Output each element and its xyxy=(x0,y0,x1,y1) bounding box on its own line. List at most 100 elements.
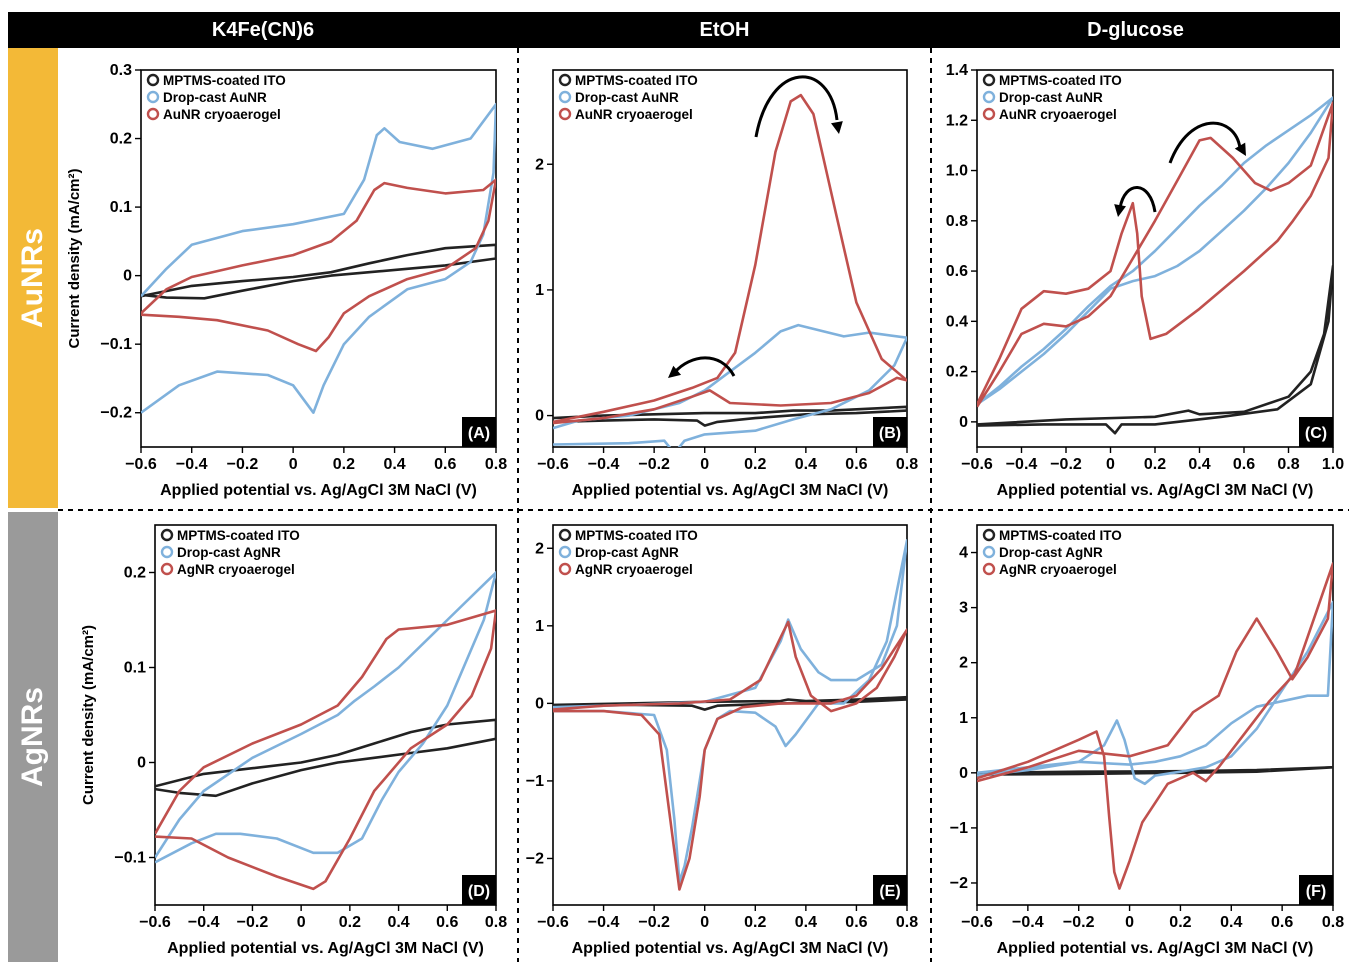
series-line xyxy=(553,620,907,891)
panel-label-badge xyxy=(873,875,907,905)
x-tick-label: 0.2 xyxy=(744,914,766,931)
series-line xyxy=(553,93,907,425)
legend-marker xyxy=(558,528,572,542)
x-tick-label: −0.2 xyxy=(638,914,670,931)
x-tick-label: 0.6 xyxy=(434,456,456,473)
legend-marker xyxy=(982,562,996,576)
arrow-shaft xyxy=(754,75,839,138)
column-header-k4fecn6: K4Fe(CN)6 xyxy=(8,12,518,48)
y-tick-label: 1.2 xyxy=(946,112,968,129)
x-tick-label: −0.6 xyxy=(961,914,993,931)
legend-marker xyxy=(982,545,996,559)
series-line xyxy=(977,101,1333,408)
x-tick-label: 0 xyxy=(1125,914,1134,931)
y-tick-label: −1 xyxy=(526,773,544,790)
x-tick-label: 0.2 xyxy=(333,456,355,473)
x-axis-label: Applied potential vs. Ag/AgCl 3M NaCl (V… xyxy=(160,482,477,499)
legend-entry: MPTMS-coated ITO xyxy=(575,528,698,543)
y-tick-label: 0 xyxy=(535,695,544,712)
x-tick-label: 1.0 xyxy=(1322,456,1344,473)
legend-marker xyxy=(982,107,996,121)
x-tick-label: 0.8 xyxy=(485,456,507,473)
x-tick-label: −0.6 xyxy=(139,914,171,931)
legend-entry: Drop-cast AuNR xyxy=(163,90,267,105)
x-tick-label: 0.6 xyxy=(845,456,867,473)
y-tick-label: 3 xyxy=(959,600,968,617)
legend-marker xyxy=(558,545,572,559)
column-header-label: EtOH xyxy=(699,19,750,41)
arrow-shaft xyxy=(1168,121,1242,164)
column-header-label: K4Fe(CN)6 xyxy=(211,19,315,41)
legend-marker xyxy=(982,90,996,104)
y-tick-label: 0 xyxy=(535,408,544,425)
x-tick-label: 0.6 xyxy=(1271,914,1293,931)
y-tick-label: −2 xyxy=(950,875,968,892)
y-tick-label: 0 xyxy=(959,765,968,782)
plot-frame xyxy=(976,69,1334,448)
chart-panel-5: −0.6 −0.4 −0.2 0 0.2 0.4 0.6 0.8 −2 −1 0 1 2 Applied … xyxy=(526,524,918,957)
legend-marker xyxy=(558,562,572,576)
oxidation-arrow-icon xyxy=(754,75,843,138)
panel-label: (B) xyxy=(879,425,901,442)
x-axis-label: Applied potential vs. Ag/AgCl 3M NaCl (V… xyxy=(167,940,484,957)
x-axis-label: Applied potential vs. Ag/AgCl 3M NaCl (V… xyxy=(572,940,889,957)
legend-marker xyxy=(160,545,174,559)
x-tick-label: −0.6 xyxy=(537,456,569,473)
series-line xyxy=(141,103,496,414)
x-tick-label: 0 xyxy=(700,914,709,931)
x-tick-label: 0.4 xyxy=(1188,456,1210,473)
y-tick-label: 0.2 xyxy=(110,131,132,148)
y-tick-label: 0 xyxy=(959,414,968,431)
x-tick-label: 0.8 xyxy=(485,914,507,931)
x-tick-label: −0.6 xyxy=(961,456,993,473)
x-tick-label: −0.4 xyxy=(188,914,220,931)
panel-label-badge xyxy=(462,417,496,447)
y-tick-label: −0.1 xyxy=(100,336,132,353)
x-tick-label: 0.2 xyxy=(744,456,766,473)
reverse-scan-arrow-icon xyxy=(668,356,736,378)
y-tick-label: 4 xyxy=(959,545,968,562)
series-line xyxy=(155,609,496,891)
row-label-agnrs: AgNRs xyxy=(8,512,58,962)
series-line xyxy=(977,600,1333,786)
y-tick-label: 2 xyxy=(535,540,544,557)
plot-frame xyxy=(140,69,497,448)
x-tick-label: 0.8 xyxy=(1322,914,1344,931)
arrow-shaft xyxy=(1118,186,1157,213)
y-tick-label: −0.1 xyxy=(114,850,146,867)
x-tick-label: 0.6 xyxy=(436,914,458,931)
x-tick-label: −0.4 xyxy=(588,456,620,473)
arrow-head xyxy=(831,121,843,134)
plot-frame xyxy=(976,524,1334,906)
panel-label-badge xyxy=(1299,875,1333,905)
legend-entry: Drop-cast AuNR xyxy=(999,90,1103,105)
series-line xyxy=(977,562,1333,890)
x-tick-label: 0.6 xyxy=(1233,456,1255,473)
series-line xyxy=(553,323,907,447)
panel-label: (C) xyxy=(1305,425,1327,442)
arrow-shaft xyxy=(673,356,736,377)
x-tick-label: 0 xyxy=(1106,456,1115,473)
y-tick-label: 0 xyxy=(137,755,146,772)
legend-entry: AuNR cryoaerogel xyxy=(999,107,1117,122)
legend-marker xyxy=(982,528,996,542)
legend-marker xyxy=(160,528,174,542)
x-tick-label: −0.2 xyxy=(227,456,259,473)
chart-panel-1: −0.6 −0.4 −0.2 0 0.2 0.4 0.6 0.8 −0.2 −0.1 0 0.1 0.2… xyxy=(66,62,507,499)
y-tick-label: 0.3 xyxy=(110,62,132,79)
x-tick-label: −0.4 xyxy=(588,914,620,931)
x-tick-label: 0.4 xyxy=(795,914,817,931)
x-tick-label: 0.6 xyxy=(845,914,867,931)
x-tick-label: −0.6 xyxy=(537,914,569,931)
panel-label: (A) xyxy=(468,425,490,442)
x-tick-label: 0.4 xyxy=(383,456,405,473)
column-header-label: D-glucose xyxy=(1087,19,1184,41)
series-line xyxy=(977,766,1333,776)
x-tick-label: −0.4 xyxy=(1006,456,1038,473)
x-tick-label: −0.2 xyxy=(237,914,269,931)
panel-label: (F) xyxy=(1306,883,1326,900)
legend-entry: Drop-cast AgNR xyxy=(177,545,281,560)
x-tick-label: 0.8 xyxy=(896,914,918,931)
legend-entry: Drop-cast AgNR xyxy=(575,545,679,560)
